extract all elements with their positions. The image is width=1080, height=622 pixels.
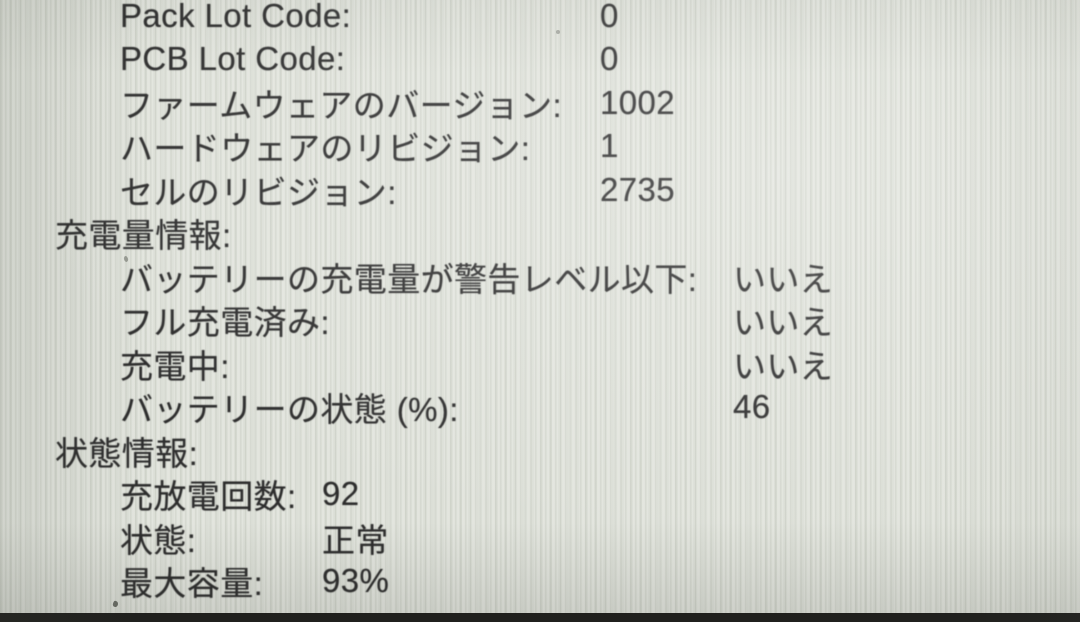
info-label: 充放電回数: <box>120 478 297 516</box>
info-value: 46 <box>733 388 771 426</box>
info-label: ファームウェアのバージョン: <box>120 86 563 124</box>
info-row-firmware-version: ファームウェアのバージョン: 1002 <box>0 81 1080 125</box>
info-row-cycle-count: 充放電回数: 92 <box>0 473 1080 517</box>
info-label: Pack Lot Code: <box>120 0 352 34</box>
info-label: フル充電済み: <box>120 304 330 342</box>
info-label: PCB Lot Code: <box>120 40 346 78</box>
screen-bottom-bezel <box>0 613 1080 622</box>
info-row-hardware-revision: ハードウェアのリビジョン: 1 <box>0 125 1080 169</box>
info-row-fully-charged: フル充電済み: いいえ <box>0 299 1080 343</box>
info-value: いいえ <box>733 260 834 298</box>
info-value: いいえ <box>733 304 834 342</box>
info-row-pack-lot-code: Pack Lot Code: 0 <box>0 0 1080 38</box>
section-header-label: 状態情報: <box>55 434 199 472</box>
info-label: 最大容量: <box>120 565 264 603</box>
info-value: 93% <box>322 562 390 600</box>
info-label: 状態: <box>120 521 197 559</box>
info-value: 1002 <box>600 83 676 121</box>
info-value: 2735 <box>600 170 676 208</box>
info-row-cell-revision: セルのリビジョン: 2735 <box>0 168 1080 212</box>
info-value: 0 <box>600 0 619 34</box>
info-row-state-of-charge: バッテリーの状態 (%): 46 <box>0 386 1080 430</box>
info-value: いいえ <box>733 347 834 385</box>
info-label: 充電中: <box>120 347 230 385</box>
info-row-maximum-capacity: 最大容量: 93% <box>0 560 1080 604</box>
info-value: 正常 <box>322 521 389 559</box>
info-label: バッテリーの状態 (%): <box>120 391 459 429</box>
info-label: セルのリビジョン: <box>120 173 397 211</box>
info-row-pcb-lot-code: PCB Lot Code: 0 <box>0 38 1080 82</box>
section-header-charge-info: 充電量情報: <box>0 212 1080 256</box>
info-value: 92 <box>322 475 360 513</box>
info-label: ハードウェアのリビジョン: <box>120 130 531 168</box>
info-row-below-warning-level: バッテリーの充電量が警告レベル以下: いいえ <box>0 255 1080 299</box>
battery-info-panel: Pack Lot Code: 0 PCB Lot Code: 0 ファームウェア… <box>0 0 1080 604</box>
info-label: バッテリーの充電量が警告レベル以下: <box>120 260 698 298</box>
section-header-status-info: 状態情報: <box>0 429 1080 473</box>
info-row-charging: 充電中: いいえ <box>0 342 1080 386</box>
section-header-label: 充電量情報: <box>55 217 232 255</box>
info-value: 1 <box>600 127 619 165</box>
info-row-condition: 状態: 正常 <box>0 516 1080 560</box>
info-value: 0 <box>600 40 619 78</box>
